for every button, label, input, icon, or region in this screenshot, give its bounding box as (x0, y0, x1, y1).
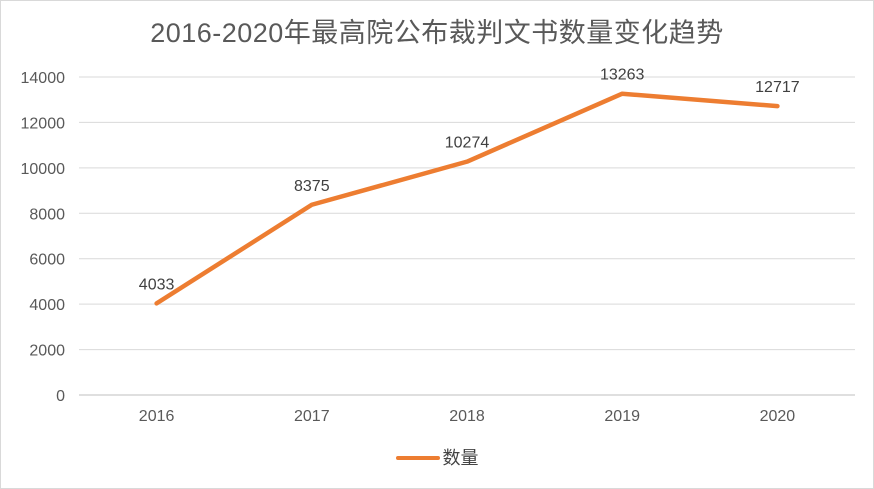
y-tick-label: 0 (56, 388, 65, 405)
legend: 数量 (1, 447, 873, 469)
series-line (154, 91, 780, 306)
chart-title: 2016-2020年最高院公布裁判文书数量变化趋势 (150, 18, 724, 48)
legend-line-marker (395, 455, 440, 461)
y-tick-label: 6000 (29, 252, 65, 269)
data-label: 10274 (445, 135, 490, 152)
x-tick-label: 2018 (449, 408, 485, 425)
y-tick-label: 8000 (29, 206, 65, 223)
x-tick-label: 2020 (760, 408, 796, 425)
data-label: 12717 (755, 79, 800, 96)
y-tick-label: 10000 (21, 161, 66, 178)
x-tick-label: 2016 (139, 408, 175, 425)
x-tick-label: 2019 (604, 408, 640, 425)
y-tick-label: 4000 (29, 297, 65, 314)
y-tick-label: 14000 (21, 70, 66, 87)
legend-series-label: 数量 (442, 448, 479, 468)
y-tick-label: 12000 (21, 115, 66, 132)
x-tick-label: 2017 (294, 408, 330, 425)
y-tick-label: 2000 (29, 343, 65, 360)
data-label: 13263 (600, 67, 645, 84)
data-label: 8375 (294, 178, 330, 195)
data-label: 4033 (139, 276, 175, 293)
